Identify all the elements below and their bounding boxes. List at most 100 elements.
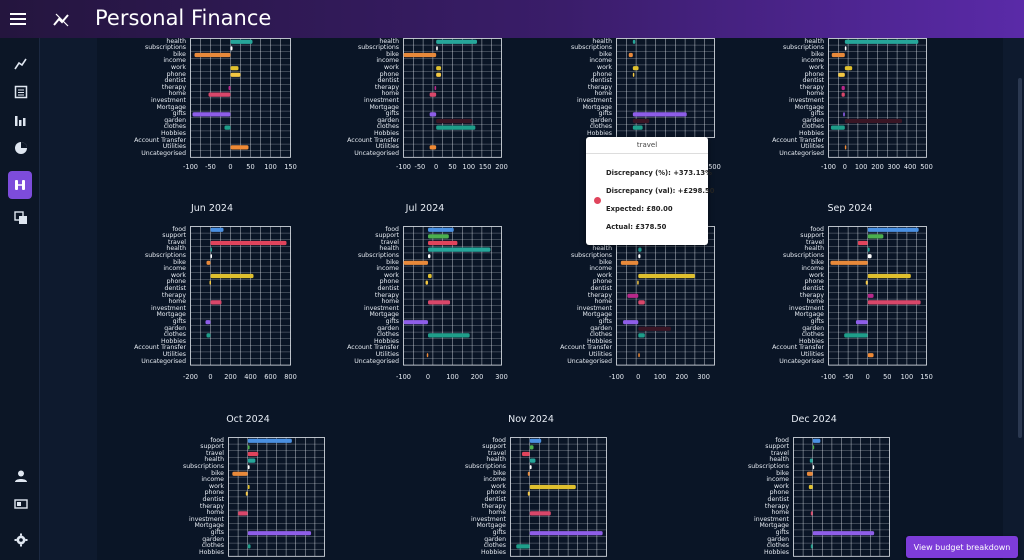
bar-phone[interactable] [230,72,241,77]
bar-work[interactable] [247,484,250,490]
bar-garden[interactable] [632,118,650,124]
bar-bike[interactable] [620,260,639,265]
bar-therapy[interactable] [867,293,874,298]
bar-phone[interactable] [632,72,635,77]
bar-utilities[interactable] [429,145,437,150]
bar-utilities[interactable] [426,353,429,358]
bar-phone[interactable] [527,491,530,496]
bar-phone[interactable] [425,280,428,285]
bar-subscriptions[interactable] [428,254,431,259]
bar-home[interactable] [867,300,921,305]
bar-phone[interactable] [865,280,868,285]
scrollbar[interactable] [1018,78,1022,438]
bar-support[interactable] [529,445,534,450]
bar-work[interactable] [230,66,239,71]
bar-subscriptions[interactable] [812,465,815,470]
bar-bike[interactable] [232,471,248,476]
bar-phone[interactable] [245,491,248,496]
bar-clothes[interactable] [436,125,476,130]
bar-food[interactable] [210,227,224,232]
bar-health[interactable] [428,247,491,252]
bar-utilities[interactable] [638,353,640,358]
bar-utilities[interactable] [230,145,249,150]
bar-subscriptions[interactable] [638,254,641,259]
bar-bike[interactable] [527,471,530,476]
bar-home[interactable] [638,300,645,305]
bar-food[interactable] [428,227,454,232]
bar-work[interactable] [867,273,911,279]
bar-phone[interactable] [637,280,639,285]
bar-bike[interactable] [628,52,633,58]
bar-health[interactable] [247,458,256,463]
bar-clothes[interactable] [844,333,868,338]
bar-work[interactable] [210,273,254,279]
bar-subscriptions[interactable] [844,46,847,51]
bar-food[interactable] [529,438,542,443]
bar-subscriptions[interactable] [230,46,233,51]
bar-garden[interactable] [844,118,902,124]
bar-travel[interactable] [857,240,868,246]
bar-work[interactable] [428,273,432,279]
bar-work[interactable] [632,66,639,71]
bar-therapy[interactable] [228,85,231,91]
bar-gifts[interactable] [623,320,639,325]
bar-subscriptions[interactable] [247,465,250,470]
bar-bike[interactable] [403,260,429,265]
bar-home[interactable] [429,92,437,97]
sidebar-item-budget[interactable] [8,171,32,199]
bar-clothes[interactable] [810,544,813,549]
bar-utilities[interactable] [867,353,874,358]
bar-subscriptions[interactable] [529,465,532,470]
bar-subscriptions[interactable] [867,254,872,259]
bar-clothes[interactable] [247,544,251,549]
bar-therapy[interactable] [627,293,639,298]
bar-support[interactable] [428,234,449,239]
bar-health[interactable] [230,39,253,44]
bar-home[interactable] [210,300,222,305]
sidebar-item-settings[interactable] [9,528,33,552]
bar-gifts[interactable] [855,320,868,325]
bar-health[interactable] [809,458,813,463]
bar-food[interactable] [812,438,821,443]
bar-travel[interactable] [522,451,530,457]
sidebar-item-account[interactable] [9,464,33,488]
sidebar-item-trends[interactable] [9,52,33,76]
bar-gifts[interactable] [205,320,211,325]
bar-work[interactable] [529,484,576,490]
bar-gifts[interactable] [403,320,429,325]
bar-home[interactable] [208,92,231,97]
sidebar-item-copy[interactable] [9,206,33,230]
bar-therapy[interactable] [841,85,845,91]
bar-subscriptions[interactable] [436,46,438,51]
bar-health[interactable] [436,39,477,44]
bar-gifts[interactable] [529,531,603,536]
bar-gifts[interactable] [192,112,231,117]
bar-clothes[interactable] [516,544,530,549]
bar-phone[interactable] [209,280,212,285]
bar-gifts[interactable] [812,531,875,536]
bar-clothes[interactable] [638,333,645,338]
bar-clothes[interactable] [632,125,643,130]
bar-home[interactable] [428,300,451,305]
bar-home[interactable] [238,511,248,516]
bar-travel[interactable] [247,451,259,457]
bar-garden[interactable] [638,326,671,331]
bar-home[interactable] [529,511,551,516]
bar-gifts[interactable] [632,112,687,117]
bar-garden[interactable] [436,118,473,124]
bar-gifts[interactable] [429,112,437,117]
bar-work[interactable] [638,273,695,279]
bar-support[interactable] [867,234,884,239]
bar-clothes[interactable] [206,333,211,338]
bar-health[interactable] [638,247,642,252]
bar-gifts[interactable] [247,531,312,536]
sidebar-item-transactions[interactable] [9,80,33,104]
sidebar-item-charts[interactable] [9,108,33,132]
bar-bike[interactable] [806,471,813,476]
bar-support[interactable] [247,445,250,450]
bar-food[interactable] [867,227,919,232]
bar-bike[interactable] [194,52,231,58]
bar-health[interactable] [632,39,636,44]
bar-work[interactable] [808,484,813,490]
bar-health[interactable] [844,39,919,44]
